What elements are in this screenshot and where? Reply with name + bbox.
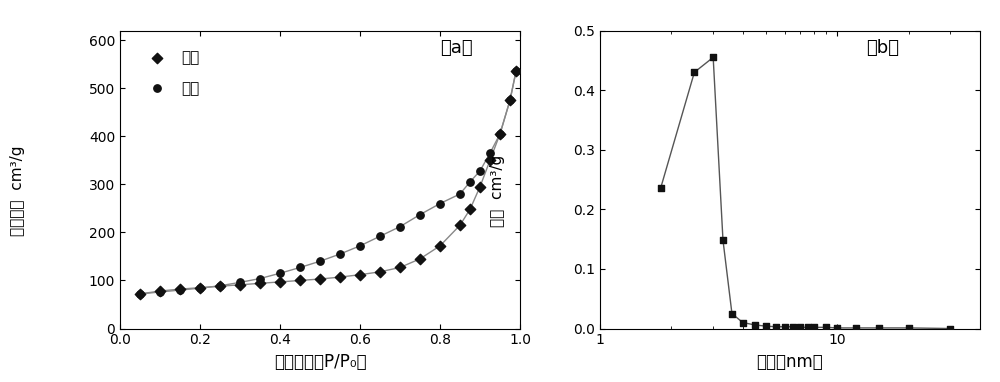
吸附 xyxy=(272,279,288,285)
吸附 xyxy=(192,285,208,291)
吸附 xyxy=(392,264,408,270)
脱附 xyxy=(352,243,368,249)
吸附 xyxy=(232,282,248,288)
吸附 xyxy=(332,274,348,280)
Point xyxy=(747,322,763,328)
吸附 xyxy=(372,269,388,275)
脱附 xyxy=(392,223,408,230)
吸附 xyxy=(212,283,228,289)
Point xyxy=(758,323,774,329)
脱附 xyxy=(272,270,288,276)
脱附 xyxy=(192,285,208,291)
Point xyxy=(818,324,834,330)
吸附 xyxy=(492,131,508,137)
Point xyxy=(705,54,721,60)
Point xyxy=(800,324,816,330)
脱附 xyxy=(132,291,148,297)
吸附 xyxy=(352,272,368,278)
脱附 xyxy=(232,279,248,285)
Point xyxy=(768,324,784,330)
Point xyxy=(686,69,702,75)
脱附 xyxy=(492,131,508,137)
吸附 xyxy=(152,288,168,294)
Point xyxy=(792,324,808,330)
脱附 xyxy=(482,150,498,156)
Point xyxy=(829,325,845,331)
吸附 xyxy=(172,286,188,292)
Point xyxy=(653,185,669,191)
Legend: 吸附, 脱附: 吸附, 脱附 xyxy=(128,38,212,108)
Text: 孔容  cm³/g: 孔容 cm³/g xyxy=(490,155,505,227)
Point xyxy=(777,324,793,330)
脱附 xyxy=(472,168,488,174)
脱附 xyxy=(412,212,428,218)
Point xyxy=(942,325,958,332)
吸附 xyxy=(482,157,498,163)
吸附 xyxy=(472,184,488,190)
Point xyxy=(848,325,864,331)
X-axis label: 相对压力（P/P₀）: 相对压力（P/P₀） xyxy=(274,353,366,371)
脱附 xyxy=(372,233,388,239)
Text: （a）: （a） xyxy=(440,39,473,58)
脱附 xyxy=(152,289,168,295)
Point xyxy=(901,325,917,331)
Point xyxy=(715,237,731,243)
吸附 xyxy=(412,256,428,262)
脱附 xyxy=(252,275,268,282)
脱附 xyxy=(452,191,468,197)
吸附 xyxy=(132,291,148,297)
吸附 xyxy=(502,97,518,103)
脱附 xyxy=(508,68,524,74)
脱附 xyxy=(312,258,328,264)
吸附 xyxy=(252,280,268,286)
脱附 xyxy=(502,97,518,103)
吸附 xyxy=(452,222,468,228)
脱附 xyxy=(462,179,478,185)
X-axis label: 孔径（nm）: 孔径（nm） xyxy=(757,353,823,371)
Point xyxy=(871,325,887,331)
脱附 xyxy=(212,283,228,289)
吸附 xyxy=(312,276,328,282)
吸附 xyxy=(432,243,448,249)
Point xyxy=(724,311,740,317)
Point xyxy=(806,324,822,330)
脱附 xyxy=(332,251,348,257)
吸附 xyxy=(508,68,524,74)
Text: （b）: （b） xyxy=(866,39,899,58)
脱附 xyxy=(292,264,308,270)
Text: 吸收体积  cm³/g: 吸收体积 cm³/g xyxy=(10,146,25,236)
Point xyxy=(785,324,801,330)
脱附 xyxy=(172,287,188,293)
脱附 xyxy=(432,201,448,207)
吸附 xyxy=(292,277,308,283)
Point xyxy=(735,319,751,325)
吸附 xyxy=(462,206,478,212)
